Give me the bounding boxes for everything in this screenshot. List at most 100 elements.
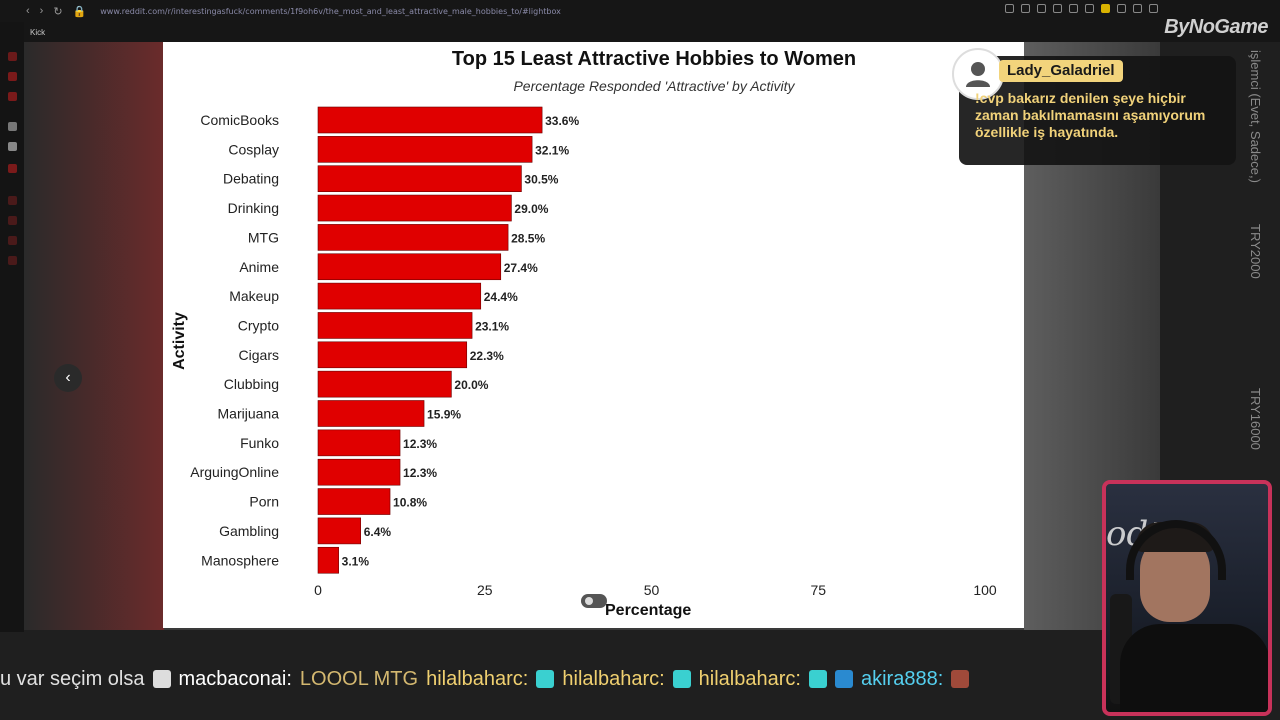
- ticker-username: hilalbaharc:: [698, 667, 801, 690]
- chart-bar: [317, 282, 482, 310]
- category-tick-label: Funko: [240, 435, 279, 451]
- shield-icon[interactable]: [1053, 4, 1062, 13]
- category-tick-label: Porn: [249, 494, 279, 510]
- bar-value-label: 10.8%: [393, 496, 427, 510]
- bar-value-label: 15.9%: [427, 408, 461, 422]
- bookmark-kick[interactable]: Kick: [30, 27, 46, 37]
- forward-icon[interactable]: ›: [39, 5, 44, 17]
- wallet-icon[interactable]: [1101, 4, 1110, 13]
- sidebar-icon[interactable]: [8, 72, 17, 81]
- sidebar-icon[interactable]: [8, 92, 17, 101]
- sidebar-icon[interactable]: [8, 164, 17, 173]
- category-tick-label: ComicBooks: [200, 112, 279, 128]
- browser-toolbar: ‹ › ↻ 🔒 www.reddit.com/r/interestingasfu…: [0, 0, 1280, 22]
- previous-image-button[interactable]: ‹: [54, 364, 82, 392]
- sidebar-icon[interactable]: [8, 142, 17, 151]
- toggle-icon[interactable]: [581, 594, 607, 608]
- bar-value-label: 23.1%: [475, 319, 509, 333]
- x-tick-label: 50: [644, 582, 660, 598]
- reload-icon[interactable]: ↻: [53, 5, 63, 18]
- x-tick-label: 0: [314, 582, 322, 598]
- bar-value-label: 28.5%: [511, 231, 545, 245]
- x-tick-label: 100: [973, 582, 997, 598]
- chart-bar: [317, 370, 452, 398]
- emote-icon: [672, 670, 691, 688]
- webcam-feed: odt: [1102, 480, 1272, 716]
- emote-icon: [536, 670, 555, 688]
- side-label: TRY16000: [1248, 388, 1263, 450]
- chart-bar: [317, 224, 509, 251]
- chart-bar: [317, 400, 425, 427]
- chart-bar: [317, 312, 473, 339]
- streamer-body: [1120, 624, 1268, 712]
- category-tick-label: Clubbing: [224, 376, 279, 392]
- zoom-icon[interactable]: [1005, 4, 1014, 13]
- bar-value-label: 27.4%: [504, 261, 538, 275]
- sidebar-icon[interactable]: [8, 122, 17, 131]
- badge-icon: [834, 670, 853, 688]
- headset: [1126, 520, 1226, 580]
- sidebar-icon[interactable]: [8, 256, 17, 265]
- bar-value-label: 12.3%: [403, 437, 437, 451]
- ticker-message: LOOOL MTG: [299, 667, 419, 690]
- category-tick-label: Anime: [239, 259, 279, 275]
- sidebar-icon[interactable]: [8, 236, 17, 245]
- chart-bar: [317, 136, 533, 163]
- sidebar-icon[interactable]: [8, 196, 17, 205]
- chart-bar: [317, 106, 543, 134]
- category-tick-label: MTG: [248, 229, 279, 245]
- category-tick-label: Gambling: [219, 523, 279, 539]
- emote-icon: [951, 670, 970, 688]
- ticker-text: u var seçim olsa: [0, 667, 145, 690]
- ticker-username: macbaconai:: [178, 667, 292, 690]
- chat-message: !cvp bakarız denilen şeye hiçbir zaman b…: [975, 90, 1206, 140]
- extensions-icon[interactable]: [1117, 4, 1126, 13]
- x-axis-label: Percentage: [605, 602, 692, 619]
- chart-bar: [317, 458, 401, 486]
- category-tick-label: Cosplay: [228, 141, 279, 157]
- sidebar-icon[interactable]: [8, 216, 17, 225]
- sidebar-icon[interactable]: [8, 52, 17, 61]
- chart-subtitle: Percentage Responded 'Attractive' by Act…: [513, 78, 795, 94]
- bar-value-label: 32.1%: [535, 143, 569, 157]
- side-label: TRY2000: [1248, 224, 1263, 279]
- chart-title: Top 15 Least Attractive Hobbies to Women: [451, 48, 857, 70]
- category-tick-label: Marijuana: [218, 406, 280, 422]
- x-tick-label: 75: [810, 582, 826, 598]
- bar-value-label: 22.3%: [470, 349, 504, 363]
- category-tick-label: Cigars: [239, 347, 279, 363]
- menu-icon[interactable]: [1149, 4, 1158, 13]
- chart-bar: [317, 165, 522, 192]
- back-icon[interactable]: ‹: [26, 5, 30, 17]
- chart-plot: ComicBooks 33.6% Cosplay 32.1% Debating 30.5%…: [190, 106, 997, 598]
- bar-value-label: 6.4%: [364, 525, 392, 539]
- chart-bar: [317, 253, 502, 281]
- download-arrow-icon[interactable]: [1133, 4, 1142, 13]
- bar-value-label: 29.0%: [514, 202, 548, 216]
- x-tick-label: 25: [477, 582, 493, 598]
- extension-icons: [1005, 4, 1158, 13]
- chart-bar: [317, 488, 391, 515]
- chat-username: Lady_Galadriel: [999, 60, 1123, 82]
- bookmark-icon[interactable]: [1021, 4, 1030, 13]
- chat-ticker: u var seçim olsa macbaconai: LOOOL MTG h…: [0, 660, 1100, 698]
- chat-popup: Lady_Galadriel !cvp bakarız denilen şeye…: [952, 48, 1236, 165]
- lock-icon: 🔒: [72, 5, 87, 18]
- bookmarks-bar: Kick: [0, 22, 1280, 42]
- chart-bar: [317, 546, 339, 574]
- category-tick-label: Debating: [223, 171, 279, 187]
- emote-icon: [808, 670, 827, 688]
- heart-icon[interactable]: [1085, 4, 1094, 13]
- chart-bar: [317, 429, 401, 457]
- download-icon[interactable]: [1037, 4, 1046, 13]
- chart-bar: [317, 341, 468, 369]
- play-icon[interactable]: [1069, 4, 1078, 13]
- category-tick-label: ArguingOnline: [190, 464, 279, 480]
- side-label: işlemci (Evet, Sadece,): [1248, 50, 1263, 183]
- address-bar[interactable]: www.reddit.com/r/interestingasfuck/comme…: [100, 6, 561, 16]
- category-tick-label: Crypto: [238, 317, 279, 333]
- ticker-username: akira888:: [860, 667, 944, 690]
- bar-value-label: 3.1%: [342, 554, 370, 568]
- left-sidebar: [0, 22, 24, 632]
